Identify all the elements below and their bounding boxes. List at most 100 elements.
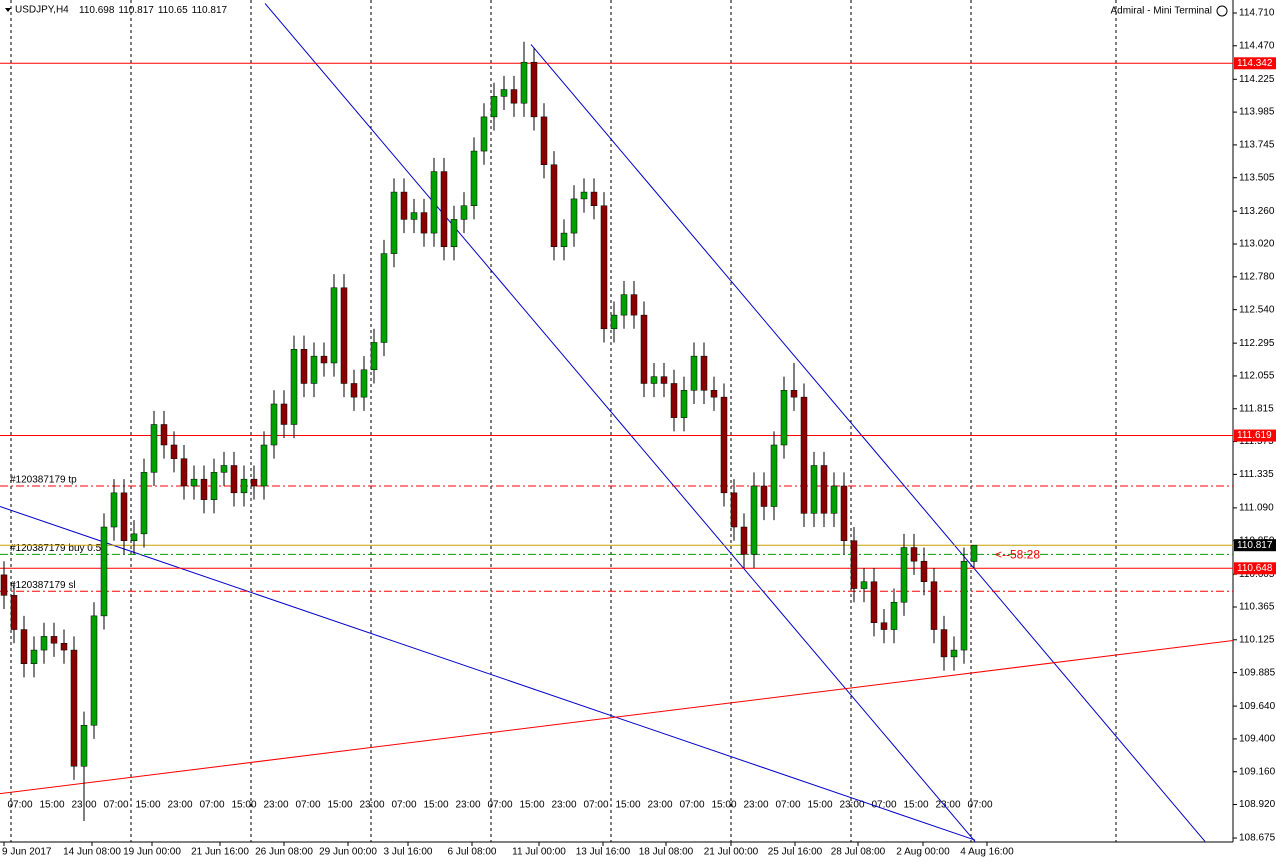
level-label-box <box>1234 562 1276 575</box>
terminal-label: Admiral - Mini Terminal <box>1110 6 1212 17</box>
y-tick-label: 111.815 <box>1239 403 1274 414</box>
session-label: 07:00 <box>967 800 992 811</box>
x-tick-label: 26 Jun 08:00 <box>255 847 313 858</box>
session-label: 07:00 <box>7 800 32 811</box>
candle-body <box>610 314 618 330</box>
candle-body <box>480 116 488 152</box>
candle-body <box>340 287 348 384</box>
candle-body <box>520 61 528 104</box>
level-label-box <box>1234 429 1276 442</box>
candle-body <box>820 465 828 514</box>
level-label: 111.619 <box>1237 430 1272 441</box>
y-tick-label: 111.090 <box>1239 503 1274 514</box>
candle-body <box>600 205 608 330</box>
y-tick-label: 112.540 <box>1239 304 1275 315</box>
session-label: 15:00 <box>423 800 448 811</box>
ohlc-close: 110.817 <box>192 5 228 16</box>
session-label: 07:00 <box>679 800 704 811</box>
session-label: 07:00 <box>775 800 800 811</box>
candle-body <box>80 724 88 767</box>
candle-body <box>750 485 758 555</box>
y-tick-label: 113.745 <box>1239 140 1275 151</box>
x-tick-label: 21 Jun 16:00 <box>191 847 249 858</box>
candle-body <box>60 642 68 651</box>
candle-body <box>160 424 168 446</box>
candle-body <box>460 205 468 220</box>
order-label: #120387179 sl <box>10 580 76 591</box>
trend-line <box>530 44 1206 842</box>
x-tick-label: 2 Aug 00:00 <box>896 847 950 858</box>
session-label: 23:00 <box>839 800 864 811</box>
candle-body <box>210 472 218 500</box>
candle-body <box>390 191 398 254</box>
session-label: 07:00 <box>871 800 896 811</box>
candle-body <box>450 219 458 248</box>
session-label: 23:00 <box>167 800 192 811</box>
candle-body <box>500 89 508 97</box>
candle-body <box>260 444 268 487</box>
candle-body <box>760 485 768 507</box>
candle-body <box>560 232 568 248</box>
y-tick-label: 111.575 <box>1239 436 1274 447</box>
candle-body <box>90 615 98 726</box>
candle-body <box>10 595 18 630</box>
candle-body <box>580 191 588 200</box>
candle-body <box>700 355 708 391</box>
price-label-box <box>1234 539 1276 552</box>
level-label: 110.648 <box>1237 563 1273 574</box>
smiley-icon[interactable] <box>1216 5 1228 17</box>
candle-body <box>780 390 788 446</box>
trend-line <box>0 639 1234 795</box>
y-tick-label: 110.125 <box>1239 634 1275 645</box>
x-tick-label: 18 Jul 08:00 <box>639 847 694 858</box>
candle-body <box>300 349 308 384</box>
candle-body <box>850 540 858 589</box>
candle-body <box>710 390 718 398</box>
session-label: 15:00 <box>711 800 736 811</box>
candle-body <box>240 478 248 494</box>
candle-body <box>730 492 738 528</box>
y-tick-label: 114.710 <box>1239 8 1275 19</box>
candle-body <box>250 478 258 487</box>
candle-body <box>170 444 178 459</box>
y-tick-label: 110.605 <box>1239 569 1275 580</box>
menu-arrow[interactable] <box>5 8 11 12</box>
candle-body <box>790 390 798 398</box>
candle-body <box>180 458 188 487</box>
candle-body <box>960 560 968 651</box>
candle-body <box>150 424 158 473</box>
candle-body <box>620 294 628 316</box>
price-label: 110.817 <box>1237 540 1273 551</box>
candle-body <box>590 191 598 206</box>
session-label: 15:00 <box>807 800 832 811</box>
candle-body <box>120 492 128 541</box>
session-label: 15:00 <box>231 800 256 811</box>
y-tick-label: 109.885 <box>1239 667 1276 678</box>
x-tick-label: 28 Jul 08:00 <box>831 847 886 858</box>
candle-body <box>50 636 58 644</box>
candle-body <box>770 444 778 507</box>
candle-body <box>190 478 198 487</box>
candle-body <box>810 465 818 514</box>
x-tick-label: 19 Jun 00:00 <box>123 847 181 858</box>
candle-body <box>920 560 928 582</box>
candle-body <box>470 150 478 206</box>
candle-body <box>540 116 548 165</box>
candle-body <box>130 533 138 541</box>
timer: <--58:28 <box>995 548 1040 562</box>
session-label: 23:00 <box>743 800 768 811</box>
candle-body <box>880 622 888 630</box>
candle-body <box>870 581 878 623</box>
x-tick-label: 9 Jun 2017 <box>2 847 52 858</box>
candle-body <box>270 403 278 446</box>
candle-body <box>550 164 558 248</box>
y-tick-label: 113.985 <box>1239 107 1275 118</box>
candle-body <box>650 376 658 384</box>
y-tick-label: 113.505 <box>1239 172 1275 183</box>
ohlc-low: 110.65 <box>158 5 188 16</box>
candle-body <box>100 526 108 617</box>
candle-body <box>900 547 908 603</box>
candle-body <box>660 376 668 384</box>
candle-body <box>950 649 958 658</box>
